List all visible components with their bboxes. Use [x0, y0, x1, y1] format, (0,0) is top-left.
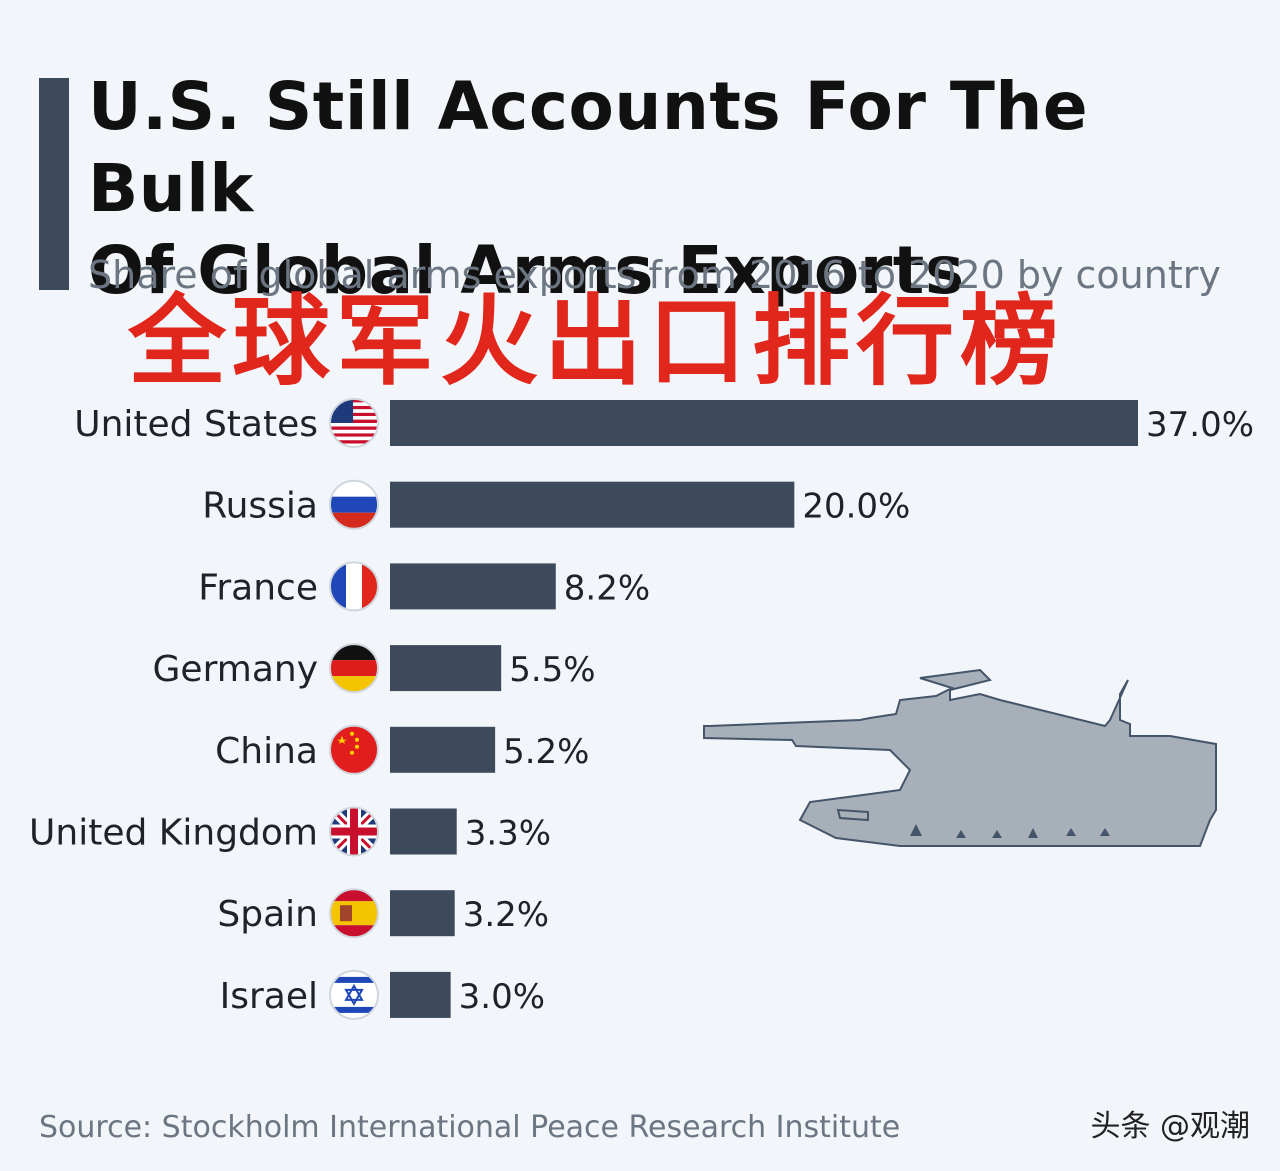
china-flag-icon: [329, 724, 379, 775]
bar: [390, 563, 556, 610]
category-label: China: [215, 731, 318, 772]
bar: [390, 971, 451, 1018]
title-accent-bar: [39, 78, 69, 290]
germany-flag-icon: [329, 643, 379, 694]
value-label: 20.0%: [802, 487, 910, 527]
spain-flag-icon: [329, 888, 379, 939]
uk-flag-icon: [329, 806, 379, 857]
value-label: 3.2%: [463, 895, 549, 935]
value-label: 5.5%: [509, 650, 595, 690]
russia-flag-icon: [329, 479, 379, 530]
source-note: Source: Stockholm International Peace Re…: [39, 1110, 901, 1145]
bar: [390, 645, 502, 692]
france-flag-icon: [329, 561, 379, 612]
overlay-chinese-caption: 全球军火出口排行榜: [128, 285, 1065, 399]
bar: [390, 808, 457, 855]
value-label: 5.2%: [503, 732, 589, 772]
category-label: United Kingdom: [29, 813, 318, 854]
category-label: Russia: [202, 486, 318, 527]
watermark: 头条 @观潮: [1090, 1109, 1250, 1144]
category-label: Spain: [217, 894, 318, 935]
chart-title: U.S. Still Accounts For The Bulk Of Glob…: [88, 66, 1268, 312]
value-label: 3.0%: [459, 977, 545, 1017]
bar: [390, 400, 1138, 446]
category-label: France: [198, 567, 318, 608]
chart-subtitle: Share of global arms exports from 2016 t…: [88, 253, 1221, 297]
chart-title-line-1: U.S. Still Accounts For The Bulk: [88, 68, 1089, 227]
us-flag-icon: [329, 398, 379, 448]
category-label: Israel: [220, 976, 318, 1017]
bar: [390, 890, 455, 937]
bar: [390, 481, 795, 528]
value-label: 3.3%: [465, 814, 551, 854]
value-label: 37.0%: [1146, 405, 1254, 445]
value-label: 8.2%: [564, 568, 650, 608]
tank-silhouette-icon: [703, 668, 1217, 847]
chart-title-line-2: Of Global Arms Exports: [88, 232, 965, 309]
bar: [390, 726, 496, 773]
category-label: United States: [74, 404, 318, 445]
israel-flag-icon: [329, 969, 379, 1020]
category-label: Germany: [153, 649, 318, 690]
